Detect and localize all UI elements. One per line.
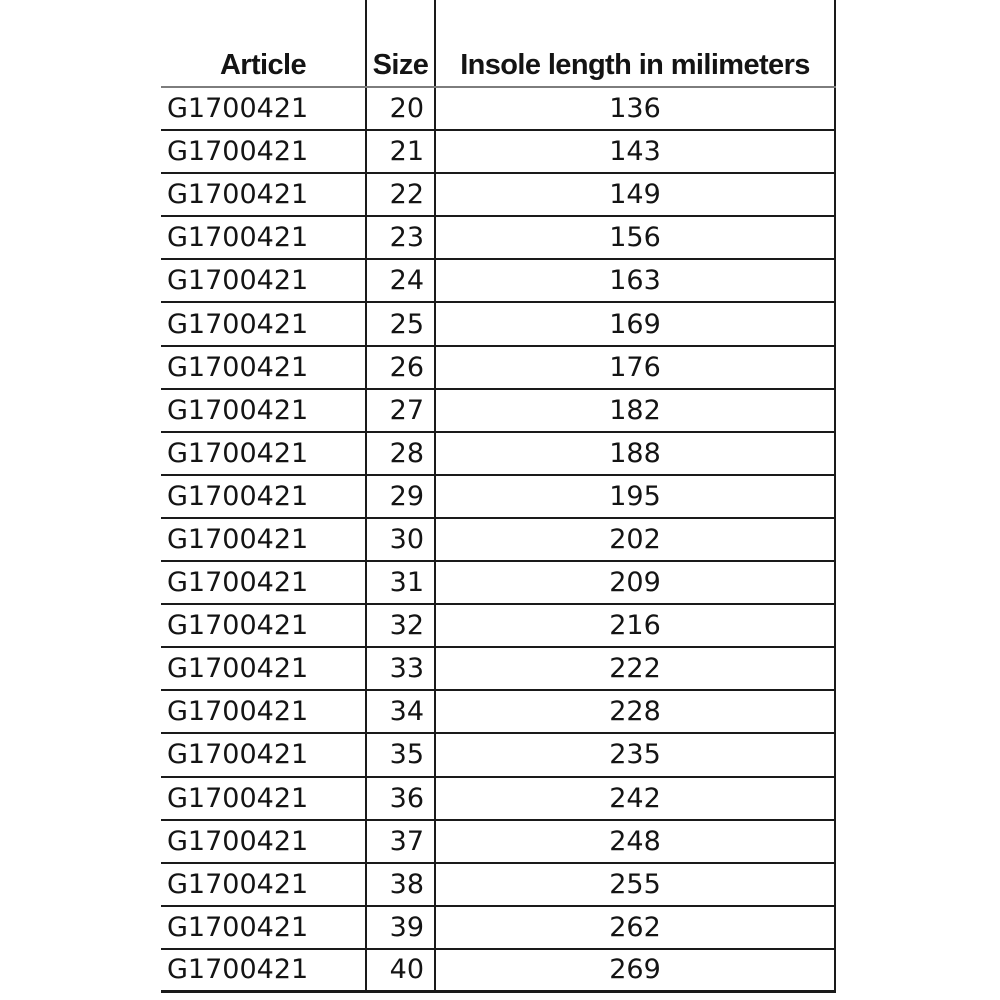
insole-length-cell: 216 [436, 605, 836, 647]
size-cell: 38 [367, 863, 436, 905]
header-cell-insole-length: Insole length in milimeters [436, 0, 836, 86]
article-cell: G1700421 [161, 131, 367, 173]
table-row: G1700421 22 149 [161, 174, 836, 218]
article-cell: G1700421 [161, 303, 367, 345]
size-cell: 34 [367, 691, 436, 733]
size-cell: 37 [367, 820, 436, 862]
table-row: G1700421 26 176 [161, 346, 836, 390]
header-cell-size: Size [367, 0, 436, 86]
table-row: G1700421 34 228 [161, 691, 836, 735]
article-cell: G1700421 [161, 863, 367, 905]
table-row: G1700421 21 143 [161, 131, 836, 175]
size-cell: 29 [367, 475, 436, 517]
insole-length-cell: 195 [436, 475, 836, 517]
size-cell: 36 [367, 777, 436, 819]
size-cell: 24 [367, 260, 436, 302]
table-row: G1700421 24 163 [161, 260, 836, 304]
article-cell: G1700421 [161, 518, 367, 561]
article-cell: G1700421 [161, 906, 367, 948]
insole-length-cell: 262 [436, 906, 836, 948]
insole-length-cell: 163 [436, 260, 836, 302]
insole-length-cell: 209 [436, 562, 836, 604]
insole-length-cell: 149 [436, 174, 836, 216]
table-body: G1700421 20 136 G1700421 21 143 G1700421 22 149 G… [161, 88, 836, 993]
article-cell: G1700421 [161, 260, 367, 302]
article-cell: G1700421 [161, 174, 367, 216]
size-cell: 27 [367, 389, 436, 431]
table-row: G1700421 20 136 [161, 88, 836, 132]
size-cell: 23 [367, 217, 436, 259]
table-row: G1700421 30 202 [161, 518, 836, 563]
article-cell: G1700421 [161, 346, 367, 388]
article-cell: G1700421 [161, 734, 367, 776]
article-cell: G1700421 [161, 691, 367, 733]
size-cell: 31 [367, 562, 436, 604]
table-row: G1700421 31 209 [161, 562, 836, 606]
size-chart-table: Article Size Insole length in milimeters… [161, 0, 836, 993]
table-row: G1700421 23 156 [161, 217, 836, 261]
size-cell: 25 [367, 303, 436, 345]
insole-length-cell: 136 [436, 88, 836, 130]
table-row: G1700421 33 222 [161, 648, 836, 692]
insole-length-cell: 169 [436, 303, 836, 345]
size-cell: 35 [367, 734, 436, 776]
insole-length-cell: 156 [436, 217, 836, 259]
table-row: G1700421 37 248 [161, 820, 836, 864]
size-cell: 21 [367, 131, 436, 173]
article-cell: G1700421 [161, 949, 367, 990]
size-cell: 33 [367, 648, 436, 690]
article-cell: G1700421 [161, 605, 367, 647]
insole-length-cell: 242 [436, 777, 836, 819]
insole-length-cell: 176 [436, 346, 836, 388]
insole-length-cell: 143 [436, 131, 836, 173]
table-row: G1700421 25 169 [161, 303, 836, 347]
insole-length-cell: 182 [436, 389, 836, 431]
insole-length-cell: 269 [436, 949, 836, 990]
article-cell: G1700421 [161, 432, 367, 474]
table-row: G1700421 35 235 [161, 734, 836, 778]
size-cell: 39 [367, 906, 436, 948]
size-cell: 26 [367, 346, 436, 388]
table-row: G1700421 38 255 [161, 863, 836, 907]
table-header-row: Article Size Insole length in milimeters [161, 0, 836, 88]
table-row: G1700421 40 269 [161, 949, 836, 993]
article-cell: G1700421 [161, 475, 367, 517]
insole-length-cell: 202 [436, 518, 836, 561]
insole-length-cell: 188 [436, 432, 836, 474]
size-cell: 40 [367, 949, 436, 990]
insole-length-cell: 228 [436, 691, 836, 733]
table-row: G1700421 36 242 [161, 777, 836, 821]
article-cell: G1700421 [161, 562, 367, 604]
article-cell: G1700421 [161, 777, 367, 819]
insole-length-cell: 235 [436, 734, 836, 776]
insole-length-cell: 222 [436, 648, 836, 690]
article-cell: G1700421 [161, 389, 367, 431]
article-cell: G1700421 [161, 820, 367, 862]
size-cell: 32 [367, 605, 436, 647]
table-row: G1700421 29 195 [161, 475, 836, 519]
article-cell: G1700421 [161, 648, 367, 690]
table-row: G1700421 39 262 [161, 906, 836, 950]
size-cell: 22 [367, 174, 436, 216]
table-row: G1700421 28 188 [161, 432, 836, 476]
size-cell: 28 [367, 432, 436, 474]
article-cell: G1700421 [161, 217, 367, 259]
header-cell-article: Article [161, 0, 367, 86]
size-cell: 20 [367, 88, 436, 130]
insole-length-cell: 255 [436, 863, 836, 905]
size-cell: 30 [367, 518, 436, 561]
insole-length-cell: 248 [436, 820, 836, 862]
article-cell: G1700421 [161, 88, 367, 130]
table-row: G1700421 27 182 [161, 389, 836, 433]
table-row: G1700421 32 216 [161, 605, 836, 649]
